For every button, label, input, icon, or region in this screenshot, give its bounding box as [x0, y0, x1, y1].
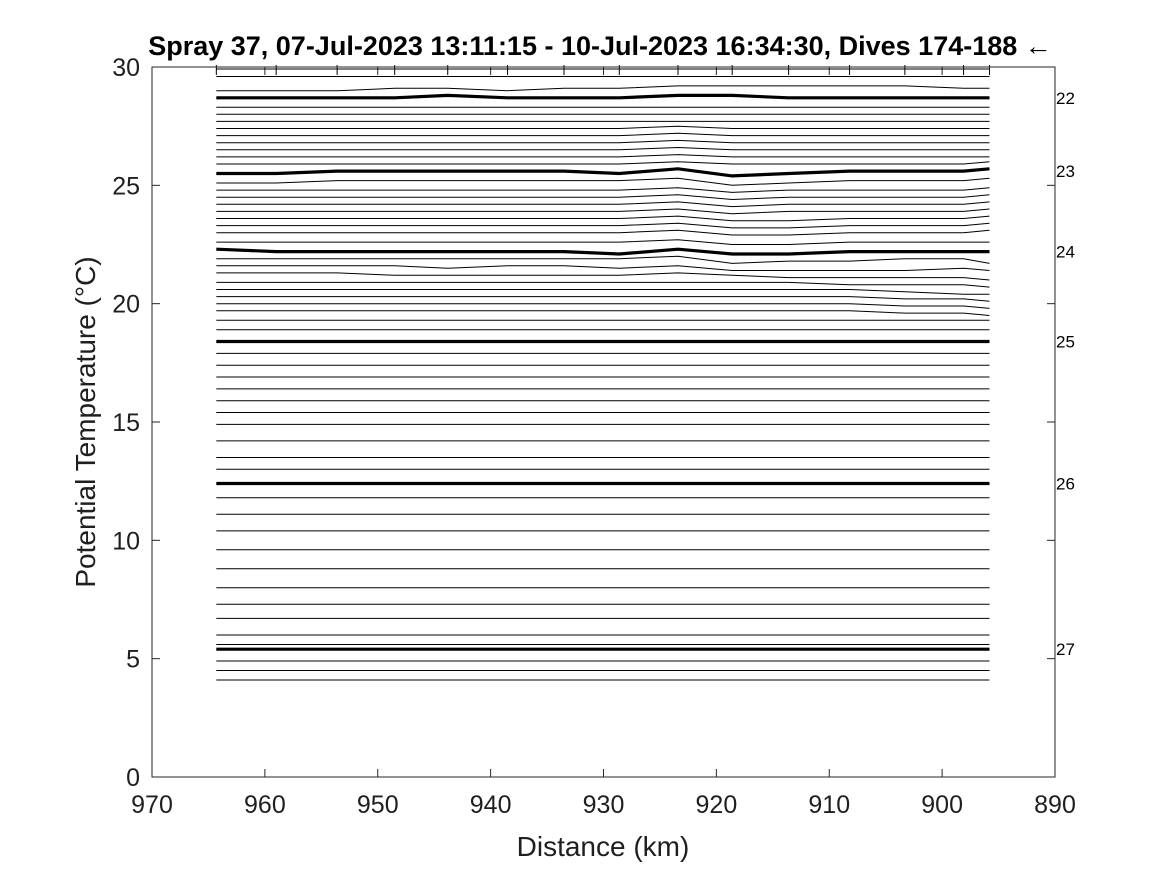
- contour-label-bg: [1057, 636, 1085, 661]
- y-tick-label: 10: [112, 527, 140, 555]
- contour-label-bg: [1057, 158, 1085, 183]
- isotherm-contour: [216, 125, 990, 129]
- x-tick-label: 930: [583, 791, 625, 819]
- isotherm-contour: [216, 239, 990, 245]
- isotherm-contour: [216, 85, 990, 92]
- isotherm-contour: [216, 310, 990, 316]
- isopycnal-label: 26: [1056, 475, 1075, 494]
- isotherm-contour: [216, 154, 990, 158]
- isotherm-contour: [216, 255, 990, 264]
- chart-title: Spray 37, 07-Jul-2023 13:11:15 - 10-Jul-…: [148, 31, 1052, 61]
- x-tick-label: 940: [470, 791, 512, 819]
- isotherm-contour: [216, 132, 990, 137]
- isotherm-contour: [216, 265, 990, 271]
- isotherm-contour: [216, 229, 990, 236]
- contour-label-bg: [1057, 84, 1085, 109]
- isotherm-contour: [216, 272, 990, 281]
- y-tick-label: 20: [112, 291, 140, 319]
- y-tick-label: 5: [126, 646, 140, 674]
- x-tick-label: 960: [244, 791, 286, 819]
- isotherm-contour: [216, 281, 990, 288]
- y-tick-label: 0: [126, 764, 140, 792]
- isotherm-contour: [216, 201, 990, 208]
- x-axis: 970 960 950 940 930 920 910 900 890: [131, 67, 1076, 819]
- isopycnal-contour-bold: [216, 93, 990, 100]
- isotherm-contour: [216, 296, 990, 302]
- isopycnal-label: 27: [1056, 640, 1075, 659]
- isopycnal-contour-bold: [216, 247, 990, 256]
- x-tick-label: 970: [131, 791, 173, 819]
- contour-label-bg: [1057, 238, 1085, 263]
- y-tick-label: 25: [112, 172, 140, 200]
- contour-label-bg: [1057, 328, 1085, 353]
- isotherm-contour: [216, 215, 990, 222]
- isotherm-contour: [216, 147, 990, 151]
- x-tick-label: 950: [357, 791, 399, 819]
- x-tick-label: 900: [921, 791, 963, 819]
- isotherm-contours: [216, 76, 990, 681]
- isopycnal-labels: 22 23 24 25 26 27: [1056, 84, 1085, 661]
- isotherm-contour: [216, 289, 990, 295]
- y-tick-label: 15: [112, 409, 140, 437]
- contour-label-bg: [1057, 470, 1085, 495]
- plot-frame: [151, 66, 1056, 778]
- isotherm-contour: [216, 208, 990, 215]
- isotherm-contour: [216, 161, 990, 165]
- x-axis-label: Distance (km): [517, 831, 690, 862]
- isopycnal-label: 25: [1056, 333, 1075, 352]
- isopycnal-label: 24: [1056, 243, 1075, 262]
- isotherm-contour: [216, 303, 990, 309]
- isopycnal-label: 23: [1056, 162, 1075, 181]
- x-tick-label: 910: [808, 791, 850, 819]
- isotherm-contour: [216, 139, 990, 144]
- y-tick-label: 30: [112, 54, 140, 82]
- x-tick-label: 890: [1034, 791, 1076, 819]
- isotherm-contour: [216, 177, 990, 186]
- isopycnal-label: 22: [1056, 89, 1075, 108]
- isopycnal-contour-bold: [216, 167, 990, 178]
- y-axis: 0 5 10 15 20 25 30: [112, 54, 1055, 792]
- isotherm-contour: [216, 222, 990, 229]
- y-axis-label: Potential Temperature (°C): [70, 256, 101, 587]
- x-tick-label: 920: [696, 791, 738, 819]
- isotherm-contour: [216, 187, 990, 193]
- isotherm-contour: [216, 194, 990, 200]
